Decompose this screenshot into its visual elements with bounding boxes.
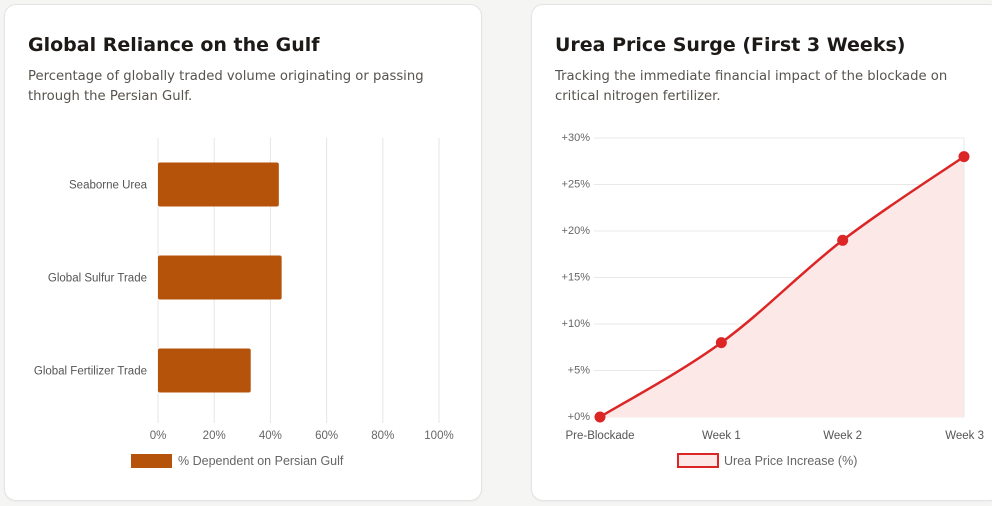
- y-tick-label: +20%: [562, 225, 591, 237]
- y-category-label: Global Fertilizer Trade: [34, 366, 147, 378]
- bar: [158, 162, 279, 207]
- legend-label: % Dependent on Persian Gulf: [178, 454, 344, 468]
- legend-label: Urea Price Increase (%): [724, 454, 857, 468]
- x-category-label: Pre-Blockade: [565, 430, 634, 442]
- x-category-label: Week 3: [945, 430, 984, 442]
- price-title: Urea Price Surge (First 3 Weeks): [555, 34, 906, 56]
- data-point: [837, 234, 849, 246]
- y-category-label: Seaborne Urea: [69, 180, 148, 192]
- data-point: [715, 337, 727, 349]
- y-tick-label: +0%: [568, 411, 591, 423]
- y-tick-label: +25%: [562, 179, 591, 191]
- legend-swatch: [677, 453, 719, 468]
- data-point: [594, 411, 606, 423]
- y-category-label: Global Sulfur Trade: [48, 273, 147, 285]
- x-tick-label: 60%: [315, 430, 338, 442]
- y-tick-label: +10%: [562, 318, 591, 330]
- reliance-card: Global Reliance on the Gulf Percentage o…: [4, 4, 482, 501]
- series-line: [599, 155, 965, 419]
- price-subtitle: Tracking the immediate financial impact …: [555, 69, 948, 104]
- area-fill: [600, 156, 964, 417]
- y-tick-label: +15%: [562, 272, 591, 284]
- x-tick-label: 80%: [371, 430, 394, 442]
- x-tick-label: 0%: [150, 430, 167, 442]
- y-tick-label: +30%: [562, 132, 591, 144]
- y-tick-label: +5%: [568, 365, 591, 377]
- x-tick-label: 20%: [203, 430, 226, 442]
- x-tick-label: 40%: [259, 430, 282, 442]
- reliance-subtitle: Percentage of globally traded volume ori…: [28, 69, 424, 104]
- reliance-title: Global Reliance on the Gulf: [28, 34, 320, 56]
- legend-swatch: [131, 454, 172, 468]
- x-tick-label: 100%: [424, 430, 453, 442]
- bar: [158, 255, 282, 300]
- x-category-label: Week 2: [823, 430, 862, 442]
- bar: [158, 348, 251, 393]
- data-point: [958, 151, 970, 163]
- x-category-label: Week 1: [702, 430, 741, 442]
